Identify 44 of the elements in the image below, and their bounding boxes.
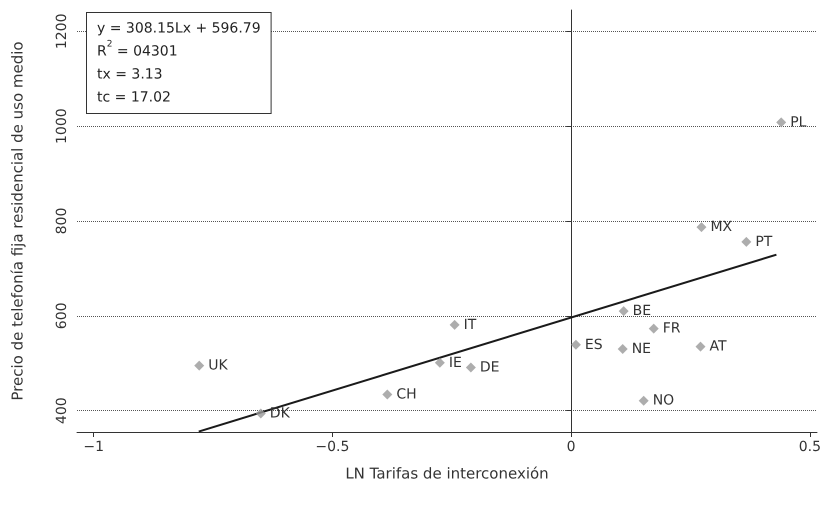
point	[570, 340, 581, 350]
y-tick-label: 400	[54, 397, 70, 424]
point	[450, 320, 460, 330]
annotation: y = 308.15Lx + 596.79	[97, 20, 261, 36]
y-tick-label: 1000	[54, 108, 70, 144]
annotation: BE	[632, 303, 652, 320]
annotation: DE	[480, 360, 500, 376]
x-tick-label: −1	[83, 439, 104, 455]
point	[696, 222, 706, 232]
point	[256, 408, 266, 419]
x-tick-label: 0	[566, 439, 576, 455]
annotation: NE	[632, 341, 652, 358]
point	[638, 396, 649, 406]
y-tick-label: 800	[54, 208, 70, 234]
point	[382, 390, 392, 400]
point	[776, 117, 786, 128]
annotation: AT	[710, 338, 727, 355]
annotation: FR	[662, 320, 681, 337]
annotation: PT	[755, 234, 773, 250]
point	[696, 342, 706, 352]
annotation: tc = 17.02	[97, 90, 171, 106]
annotation: UK	[208, 358, 228, 374]
point	[618, 306, 629, 316]
point	[466, 362, 476, 373]
y-tick-label: 600	[54, 302, 70, 330]
annotation: ES	[584, 336, 603, 353]
point	[434, 358, 445, 368]
x-axis-title: LN Tarifas de interconexión	[345, 464, 549, 482]
point	[741, 236, 752, 247]
annotation: IT	[464, 316, 477, 333]
annotation: PL	[790, 114, 807, 130]
point	[648, 324, 659, 334]
y-tick-label: 1200	[54, 14, 70, 50]
x-tick-label: −0.5	[315, 439, 350, 455]
annotation: CH	[396, 386, 417, 403]
x-tick-label: 0.5	[798, 439, 821, 455]
annotation: MX	[710, 219, 733, 236]
annotation: NO	[652, 392, 674, 409]
point	[618, 344, 628, 354]
annotation: DK	[270, 406, 291, 422]
point	[194, 360, 204, 371]
annotation: tx = 3.13	[97, 66, 163, 82]
y-axis-title: Precio de telefonía fija residencial de uso medio	[8, 41, 26, 401]
annotation: IE	[448, 354, 462, 371]
